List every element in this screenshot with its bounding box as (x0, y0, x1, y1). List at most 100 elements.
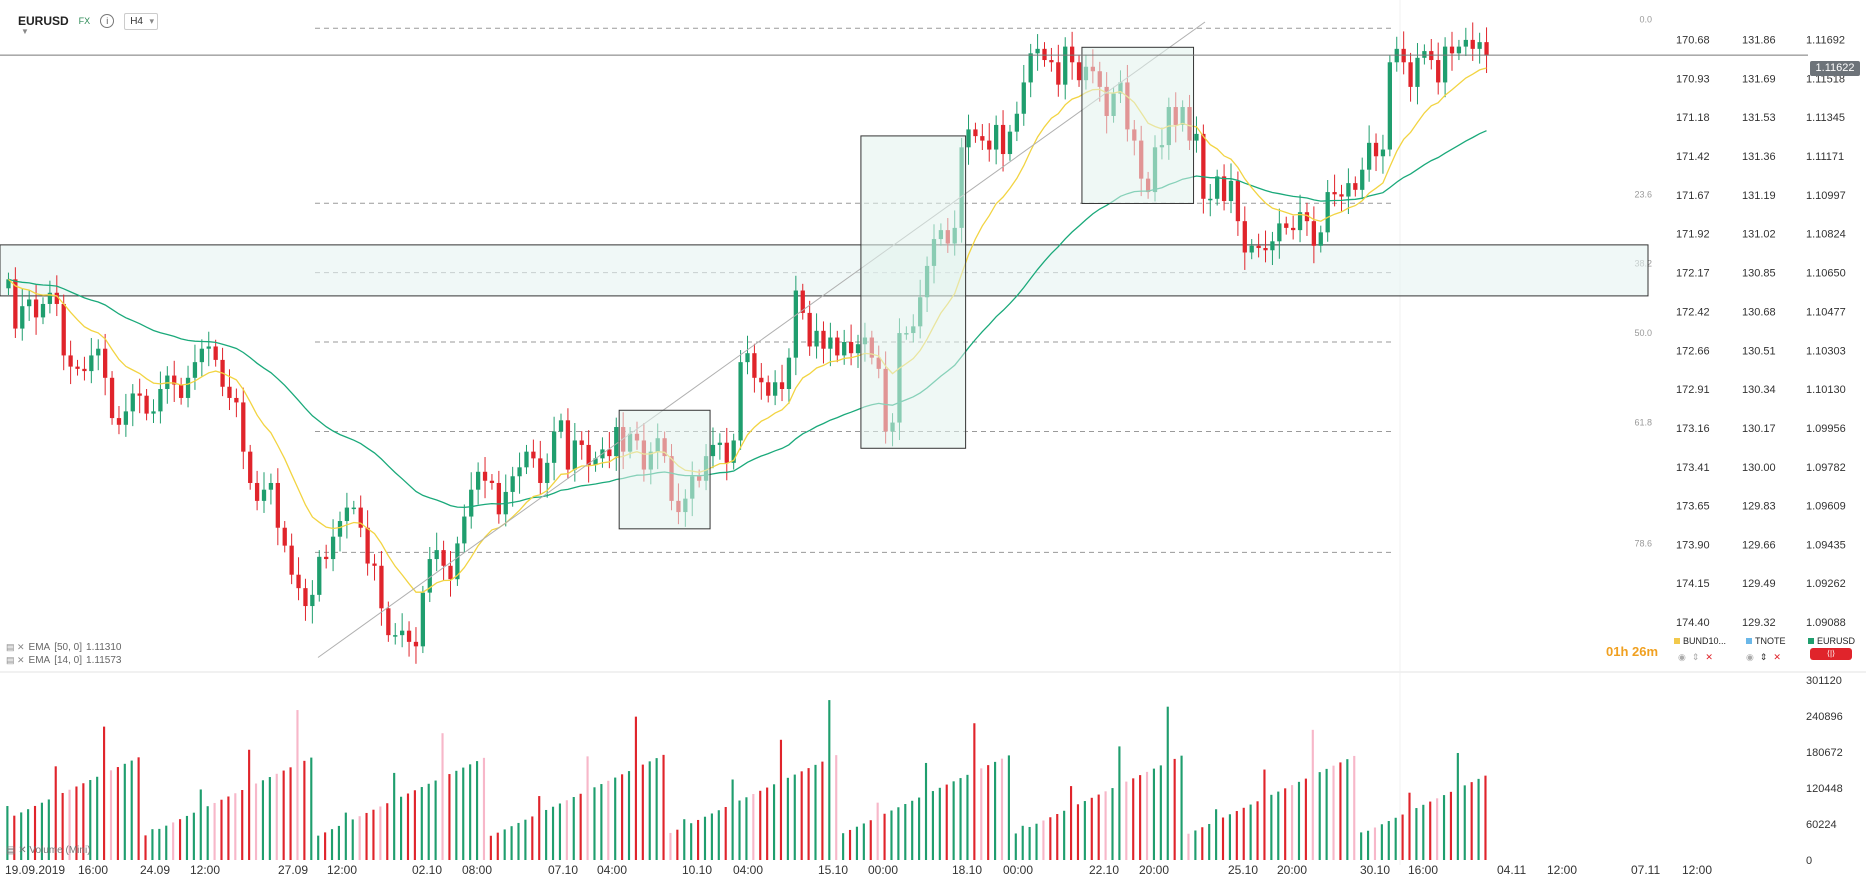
settings-icon[interactable]: ▤ ✕ (6, 642, 25, 652)
candle-body (227, 386, 232, 398)
tnote-axis-tick: 129.66 (1742, 540, 1776, 552)
volume-bar (248, 749, 251, 860)
legend-controls-bund[interactable]: ◉ ⇕ ✕ (1678, 652, 1713, 663)
candle-body (1353, 183, 1358, 190)
volume-bar (1221, 817, 1225, 860)
candle-body (441, 550, 446, 566)
volume-bar (731, 779, 734, 860)
eurusd-toggle[interactable]: ⟨|⟩ (1810, 648, 1852, 660)
candle-body (1346, 183, 1351, 197)
volume-label: Volume (Mini) (29, 845, 91, 856)
bund-axis-tick: 173.90 (1676, 540, 1710, 552)
volume-axis-tick: 301120 (1806, 675, 1842, 687)
tnote-axis-tick: 129.49 (1742, 578, 1776, 590)
x-axis-label: 00:00 (1003, 863, 1033, 877)
candle-body (289, 545, 294, 575)
tnote-axis-tick: 131.36 (1742, 151, 1776, 163)
legend-controls-tnote[interactable]: ◉ ⇕ ✕ (1746, 652, 1781, 663)
collapse-caret-icon[interactable]: ▼ (21, 27, 29, 36)
close-icon[interactable]: ✕ (1773, 652, 1781, 662)
sort-icon[interactable]: ⇕ (1691, 652, 1700, 662)
ema-14-legend[interactable]: ▤ ✕ EMA [14, 0] 1.11573 (6, 655, 121, 666)
price-axis-tick: 1.10303 (1806, 345, 1846, 357)
volume-bar (683, 819, 686, 860)
volume-bar (510, 826, 513, 860)
volume-bar (144, 835, 147, 860)
candle-body (469, 489, 474, 517)
bund-axis-tick: 173.41 (1676, 462, 1710, 474)
fib-level-label: 0.0 (1639, 14, 1652, 24)
bund-axis-tick: 171.42 (1676, 151, 1710, 163)
legend-tnote[interactable]: TNOTE (1746, 636, 1786, 646)
volume-bar (1111, 788, 1114, 860)
candle-body (510, 476, 515, 492)
candle-body (1380, 149, 1386, 157)
info-icon[interactable]: i (100, 14, 115, 28)
candle-body (1000, 124, 1006, 155)
candle-body (434, 550, 439, 560)
legend-eurusd[interactable]: EURUSD (1808, 636, 1855, 646)
candle-body (61, 303, 66, 356)
volume-bar (68, 789, 71, 860)
candle-body (20, 306, 25, 329)
candle-body (109, 377, 115, 419)
volume-bar (697, 819, 700, 860)
volume-bar (1318, 772, 1321, 860)
candle-body (1318, 232, 1323, 246)
candle-body (1449, 46, 1455, 54)
volume-bar (1456, 752, 1459, 860)
volume-bar (655, 758, 658, 860)
volume-bar (234, 793, 237, 860)
volume-bar (1311, 729, 1314, 860)
eye-icon[interactable]: ◉ (1746, 652, 1754, 662)
volume-bar (96, 776, 99, 860)
volume-bar (427, 783, 430, 860)
legend-swatch (1746, 638, 1752, 644)
consolidation-box-1 (618, 409, 711, 530)
symbol-name[interactable]: EURUSD (18, 14, 69, 28)
sort-icon[interactable]: ⇕ (1759, 652, 1768, 662)
volume-bar (82, 783, 85, 860)
volume-bar (1118, 746, 1121, 860)
consolidation-box-3 (1081, 46, 1195, 204)
bund-axis-tick: 172.66 (1676, 345, 1710, 357)
volume-bar (938, 787, 941, 860)
settings-icon[interactable]: ▤ ✕ (6, 655, 25, 665)
volume-bar (1132, 778, 1135, 860)
candle-body (1291, 227, 1296, 231)
volume-bar (676, 829, 679, 860)
candle-body (1284, 223, 1289, 228)
bund-axis-tick: 170.93 (1676, 73, 1710, 85)
volume-bar (261, 780, 265, 860)
close-icon[interactable]: ✕ (1705, 652, 1713, 662)
volume-bar (1270, 794, 1273, 860)
timeframe-select[interactable]: H4 (124, 12, 158, 30)
volume-bar (1304, 778, 1307, 860)
x-axis-label: 04:00 (733, 863, 763, 877)
volume-bar (1007, 755, 1010, 860)
candle-body (96, 348, 101, 356)
candle-body (1215, 176, 1220, 199)
candle-body (75, 366, 80, 369)
ema-50-legend[interactable]: ▤ ✕ EMA [50, 0] 1.11310 (6, 642, 121, 653)
eye-icon[interactable]: ◉ (1678, 652, 1686, 662)
candle-body (1442, 46, 1448, 83)
candle-body (1069, 46, 1075, 63)
candle-body (717, 442, 723, 445)
candle-body (1436, 60, 1441, 83)
volume-bar (420, 787, 423, 860)
volume-bar (351, 819, 354, 860)
volume-bar (1042, 820, 1045, 860)
legend-bund[interactable]: BUND10... (1674, 636, 1726, 646)
volume-bar (172, 822, 175, 860)
price-axis-tick: 1.10477 (1806, 306, 1846, 318)
volume-bar (89, 780, 92, 860)
tnote-axis-tick: 131.53 (1742, 112, 1776, 124)
volume-bar (1325, 768, 1328, 860)
volume-legend[interactable]: ▤ ✕ Volume (Mini) (6, 845, 91, 856)
volume-bar (1436, 798, 1439, 860)
candle-body (607, 449, 612, 457)
price-axis-tick: 1.09435 (1806, 540, 1846, 552)
volume-bar (103, 726, 106, 860)
candle-body (199, 348, 204, 363)
